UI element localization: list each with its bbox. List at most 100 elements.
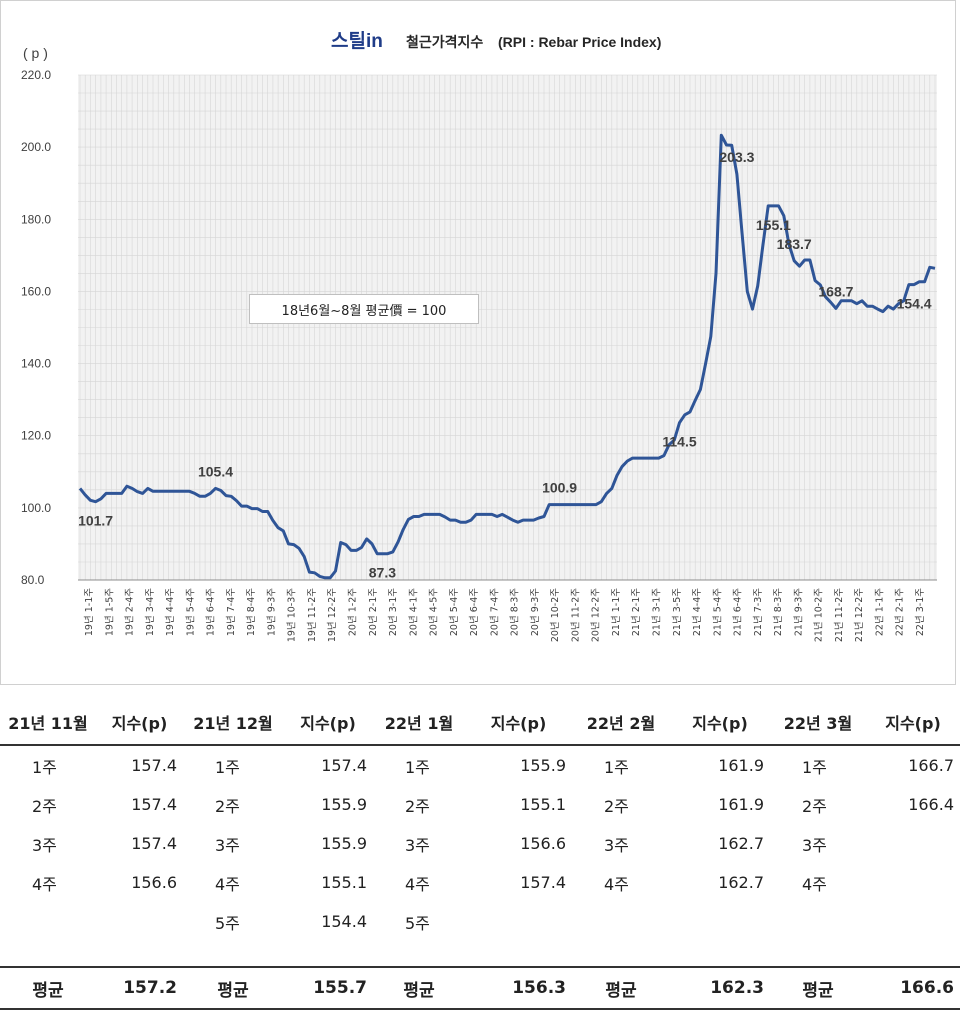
week-cell: 1주 <box>215 757 240 777</box>
week-cell: 2주 <box>32 796 57 816</box>
y-tick-label: 120.0 <box>21 429 51 443</box>
table-row: 5주 154.4 5주 <box>0 902 960 941</box>
x-tick-label: 21년 10-2주 <box>814 588 825 642</box>
x-tick-label: 19년 8-4주 <box>246 588 257 636</box>
week-cell: 1주 <box>405 757 430 777</box>
y-tick-label: 180.0 <box>21 212 51 226</box>
y-axis-unit: ( p ) <box>23 45 48 61</box>
data-label: 168.7 <box>818 283 853 299</box>
chart-title-text: 철근가격지수 <box>406 34 483 51</box>
week-cell: 4주 <box>802 874 827 894</box>
x-tick-label: 19년 11-2주 <box>307 588 318 642</box>
table-header-row: 21년 11월 지수(p) 21년 12월 지수(p) 22년 1월 지수(p) 22년 2… <box>0 700 960 746</box>
value-cell: 154.4 <box>321 912 367 931</box>
base-note-box: 18년6월~8월 평균價 = 100 <box>249 294 479 324</box>
y-tick-label: 200.0 <box>21 140 51 154</box>
data-label: 87.3 <box>369 565 396 581</box>
x-tick-label: 21년 11-2주 <box>834 588 845 642</box>
table-row: 3주 157.4 3주 155.9 3주 156.6 3주 162.7 3주 <box>0 824 960 863</box>
x-tick-label: 19년 10-3주 <box>287 588 298 642</box>
x-tick-label: 20년 6-4주 <box>469 588 480 636</box>
y-tick-label: 80.0 <box>21 573 45 587</box>
x-tick-label: 19년 7-4주 <box>226 588 237 636</box>
month-header: 22년 2월 <box>572 700 670 746</box>
week-cell: 3주 <box>215 835 240 855</box>
data-label: 100.9 <box>542 480 577 496</box>
data-labels: 101.7 105.4 87.3 100.9 114.5 203.3 155.1 183.7 1… <box>78 1 957 581</box>
average-label: 평균 <box>572 966 670 1010</box>
series-line <box>78 133 936 580</box>
average-label: 평균 <box>373 966 465 1010</box>
value-cell: 156.6 <box>520 834 566 853</box>
data-label: 101.7 <box>78 513 113 529</box>
week-cell: 4주 <box>604 874 629 894</box>
x-tick-label: 21년 1-1주 <box>611 588 622 636</box>
value-cell <box>866 824 960 863</box>
value-cell: 161.9 <box>718 795 764 814</box>
value-cell <box>96 902 183 941</box>
x-tick-label: 20년 5-4주 <box>449 588 460 636</box>
value-cell <box>866 902 960 941</box>
value-cell: 155.1 <box>321 873 367 892</box>
average-value: 155.7 <box>283 966 373 1010</box>
index-header: 지수(p) <box>283 700 373 746</box>
value-cell <box>866 863 960 902</box>
x-tick-label: 20년 9-3주 <box>530 588 541 636</box>
x-tick-label: 20년 11-2주 <box>570 588 581 642</box>
x-tick-label: 20년 7-4주 <box>489 588 500 636</box>
value-cell <box>670 902 770 941</box>
x-tick-label: 21년 5-4주 <box>712 588 723 636</box>
week-cell: 4주 <box>32 874 57 894</box>
x-axis-ticks: 19년 1-1주 19년 1-5주 19년 2-4주 19년 3-4주 19년 4-4주… <box>84 588 926 642</box>
x-tick-label: 19년 4-4주 <box>165 588 176 636</box>
price-index-table: 21년 11월 지수(p) 21년 12월 지수(p) 22년 1월 지수(p) 22년 2… <box>0 700 960 1010</box>
y-axis-ticks: 80.0 100.0 120.0 140.0 160.0 180.0 200.0 220.0 <box>21 68 51 587</box>
week-cell: 1주 <box>802 757 827 777</box>
x-tick-label: 22년 3-1주 <box>915 588 926 636</box>
x-tick-label: 20년 10-2주 <box>550 588 561 642</box>
average-label: 평균 <box>183 966 283 1010</box>
table-row: 4주 156.6 4주 155.1 4주 157.4 4주 162.7 4주 <box>0 863 960 902</box>
value-cell: 157.4 <box>131 795 177 814</box>
month-header: 21년 12월 <box>183 700 283 746</box>
value-cell: 155.9 <box>321 834 367 853</box>
week-cell: 3주 <box>32 835 57 855</box>
value-cell: 157.4 <box>131 756 177 775</box>
average-row: 평균 157.2 평균 155.7 평균 156.3 평균 162.3 평균 166.6 <box>0 966 960 1010</box>
average-value: 162.3 <box>670 966 770 1010</box>
x-tick-label: 20년 8-3주 <box>510 588 521 636</box>
data-label: 155.1 <box>756 217 791 233</box>
x-tick-label: 21년 3-1주 <box>652 588 663 636</box>
week-cell: 3주 <box>604 835 629 855</box>
chart-grid <box>78 74 937 581</box>
x-tick-label: 19년 3-4주 <box>145 588 156 636</box>
x-tick-label: 22년 1-1주 <box>875 588 886 636</box>
week-cell: 3주 <box>802 835 827 855</box>
index-header: 지수(p) <box>96 700 183 746</box>
x-tick-label: 19년 12-2주 <box>327 588 338 642</box>
data-label: 114.5 <box>662 434 696 450</box>
value-cell: 157.4 <box>131 834 177 853</box>
month-header: 22년 1월 <box>373 700 465 746</box>
x-tick-label: 21년 3-5주 <box>672 588 683 636</box>
chart-title-english: (RPI : Rebar Price Index) <box>498 34 661 50</box>
x-tick-label: 20년 4-5주 <box>429 588 440 636</box>
x-tick-label: 21년 9-3주 <box>793 588 804 636</box>
x-tick-label: 21년 12-2주 <box>854 588 865 642</box>
x-tick-label: 20년 4-1주 <box>408 588 419 636</box>
y-tick-label: 160.0 <box>21 284 51 298</box>
average-value: 157.2 <box>96 966 183 1010</box>
average-value: 166.6 <box>866 966 960 1010</box>
value-cell: 166.7 <box>908 756 954 775</box>
x-tick-label: 20년 2-1주 <box>368 588 379 636</box>
week-cell: 1주 <box>604 757 629 777</box>
week-cell: 2주 <box>604 796 629 816</box>
table-row: 2주 157.4 2주 155.9 2주 155.1 2주 161.9 2주 166.4 <box>0 785 960 824</box>
week-cell: 2주 <box>405 796 430 816</box>
week-cell: 1주 <box>32 757 57 777</box>
value-cell: 166.4 <box>908 795 954 814</box>
value-cell: 156.6 <box>131 873 177 892</box>
value-cell: 157.4 <box>321 756 367 775</box>
x-tick-label: 20년 1-2주 <box>348 588 359 636</box>
week-cell: 4주 <box>215 874 240 894</box>
